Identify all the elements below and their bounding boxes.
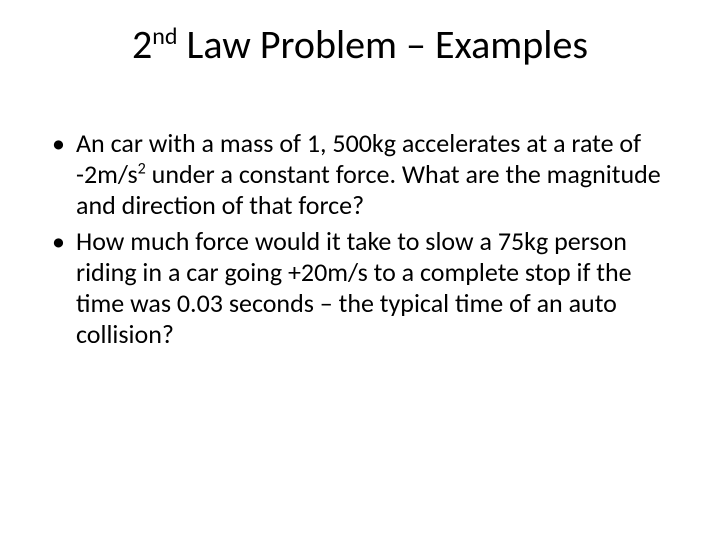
bullet-list: An car with a mass of 1, 500kg accelerat… [50, 128, 670, 354]
slide: 2nd Law Problem – Examples An car with a… [0, 0, 720, 540]
list-item: An car with a mass of 1, 500kg accelerat… [50, 128, 670, 222]
list-item: How much force would it take to slow a 7… [50, 226, 670, 351]
slide-title: 2nd Law Problem – Examples [0, 20, 720, 69]
